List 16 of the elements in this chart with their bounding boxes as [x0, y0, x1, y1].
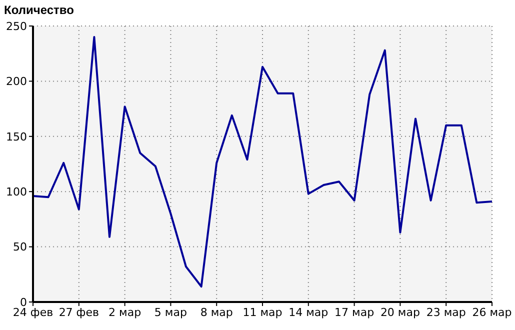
x-tick-label: 5 мар — [154, 306, 187, 319]
x-tick-label: 20 мар — [380, 306, 420, 319]
y-axis-title: Количество — [4, 3, 74, 17]
y-tick-label: 250 — [6, 20, 27, 33]
y-tick-label: 50 — [13, 240, 27, 254]
x-tick-label: 8 мар — [200, 306, 233, 319]
y-tick-label: 150 — [6, 130, 27, 144]
x-tick-label: 23 мар — [426, 306, 466, 319]
x-tick-label: 11 мар — [242, 306, 282, 319]
y-tick-label: 100 — [6, 186, 27, 199]
x-tick-label: 2 мар — [108, 306, 142, 319]
x-tick-label: 17 мар — [334, 306, 374, 319]
x-tick-label: 26 мар — [472, 306, 512, 319]
x-tick-label: 14 мар — [288, 306, 328, 319]
y-tick-label: 200 — [6, 75, 27, 88]
x-tick-label: 27 фев — [58, 306, 99, 319]
